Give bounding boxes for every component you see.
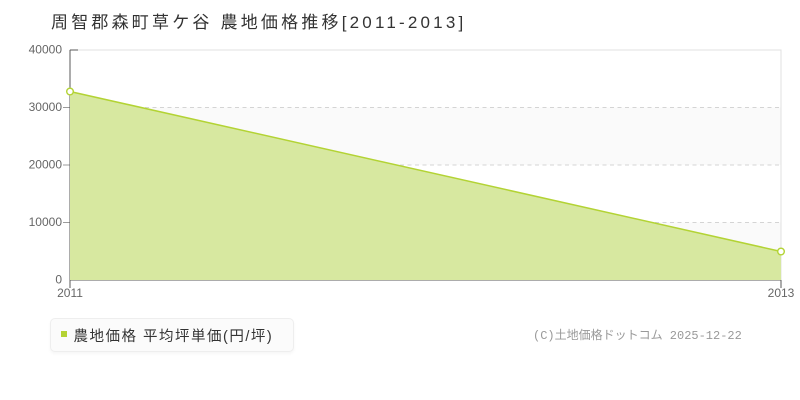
svg-text:0: 0 <box>55 273 62 287</box>
svg-text:2011: 2011 <box>57 286 83 300</box>
svg-text:10000: 10000 <box>29 215 63 229</box>
svg-text:20000: 20000 <box>29 158 63 172</box>
svg-text:40000: 40000 <box>29 43 63 57</box>
svg-text:30000: 30000 <box>29 100 63 114</box>
svg-text:2013: 2013 <box>768 286 795 300</box>
